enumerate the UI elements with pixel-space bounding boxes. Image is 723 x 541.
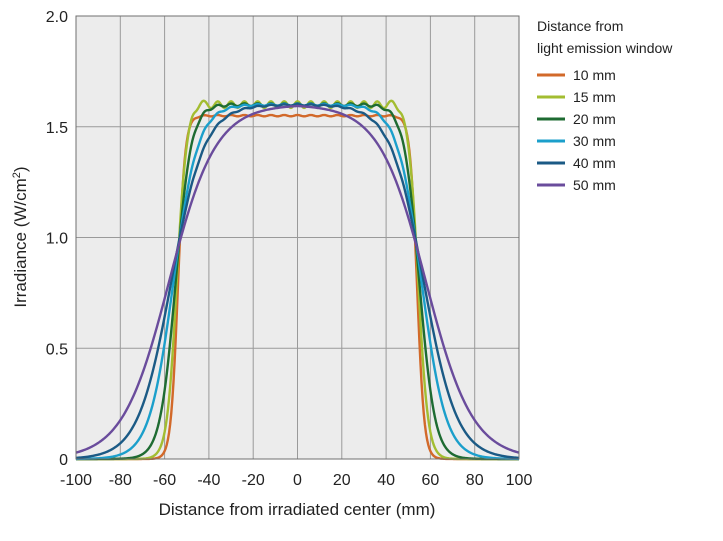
y-tick-label: 0.5 <box>46 341 68 358</box>
y-tick-label: 2.0 <box>46 9 68 26</box>
x-tick-label: 80 <box>466 472 484 489</box>
legend-items: 10 mm 15 mm 20 mm 30 mm 40 mm 50 mm <box>537 67 616 193</box>
x-tick-label: 20 <box>333 472 351 489</box>
legend: Distance from light emission window 10 m… <box>537 18 673 193</box>
x-tick-label: 60 <box>422 472 440 489</box>
legend-label: 15 mm <box>573 89 616 105</box>
y-tick-labels: 0 0.5 1.0 1.5 2.0 <box>46 9 68 469</box>
y-axis-title-superscript: 2 <box>11 172 23 178</box>
x-tick-label: -20 <box>242 472 265 489</box>
x-tick-label: 0 <box>293 472 302 489</box>
legend-label: 30 mm <box>573 133 616 149</box>
legend-title-line2: light emission window <box>537 40 673 56</box>
x-tick-label: -80 <box>109 472 132 489</box>
legend-label: 10 mm <box>573 67 616 83</box>
x-tick-labels: -100 -80 -60 -40 -20 0 20 40 60 80 100 <box>60 472 532 489</box>
legend-label: 40 mm <box>573 155 616 171</box>
x-axis-title: Distance from irradiated center (mm) <box>159 500 436 519</box>
series-line-15-mm <box>75 99 520 461</box>
x-tick-label: 40 <box>377 472 395 489</box>
legend-label: 20 mm <box>573 111 616 127</box>
y-tick-label: 1.5 <box>46 120 68 137</box>
series-line-40-mm <box>75 102 520 460</box>
y-axis-title-main: Irradiance (W/cm <box>11 178 30 307</box>
x-tick-label: -40 <box>197 472 220 489</box>
legend-title-line1: Distance from <box>537 18 623 34</box>
x-tick-label: 100 <box>506 472 533 489</box>
series-layer <box>75 99 520 461</box>
x-tick-label: -100 <box>60 472 92 489</box>
y-tick-label: 1.0 <box>46 231 68 248</box>
series-line-50-mm <box>75 104 520 454</box>
legend-label: 50 mm <box>573 177 616 193</box>
x-tick-label: -60 <box>153 472 176 489</box>
plot-frame <box>75 15 520 460</box>
y-axis-title-tail: ) <box>11 166 30 172</box>
y-tick-label: 0 <box>59 452 68 469</box>
y-axis-title: Irradiance (W/cm2) <box>11 166 30 307</box>
